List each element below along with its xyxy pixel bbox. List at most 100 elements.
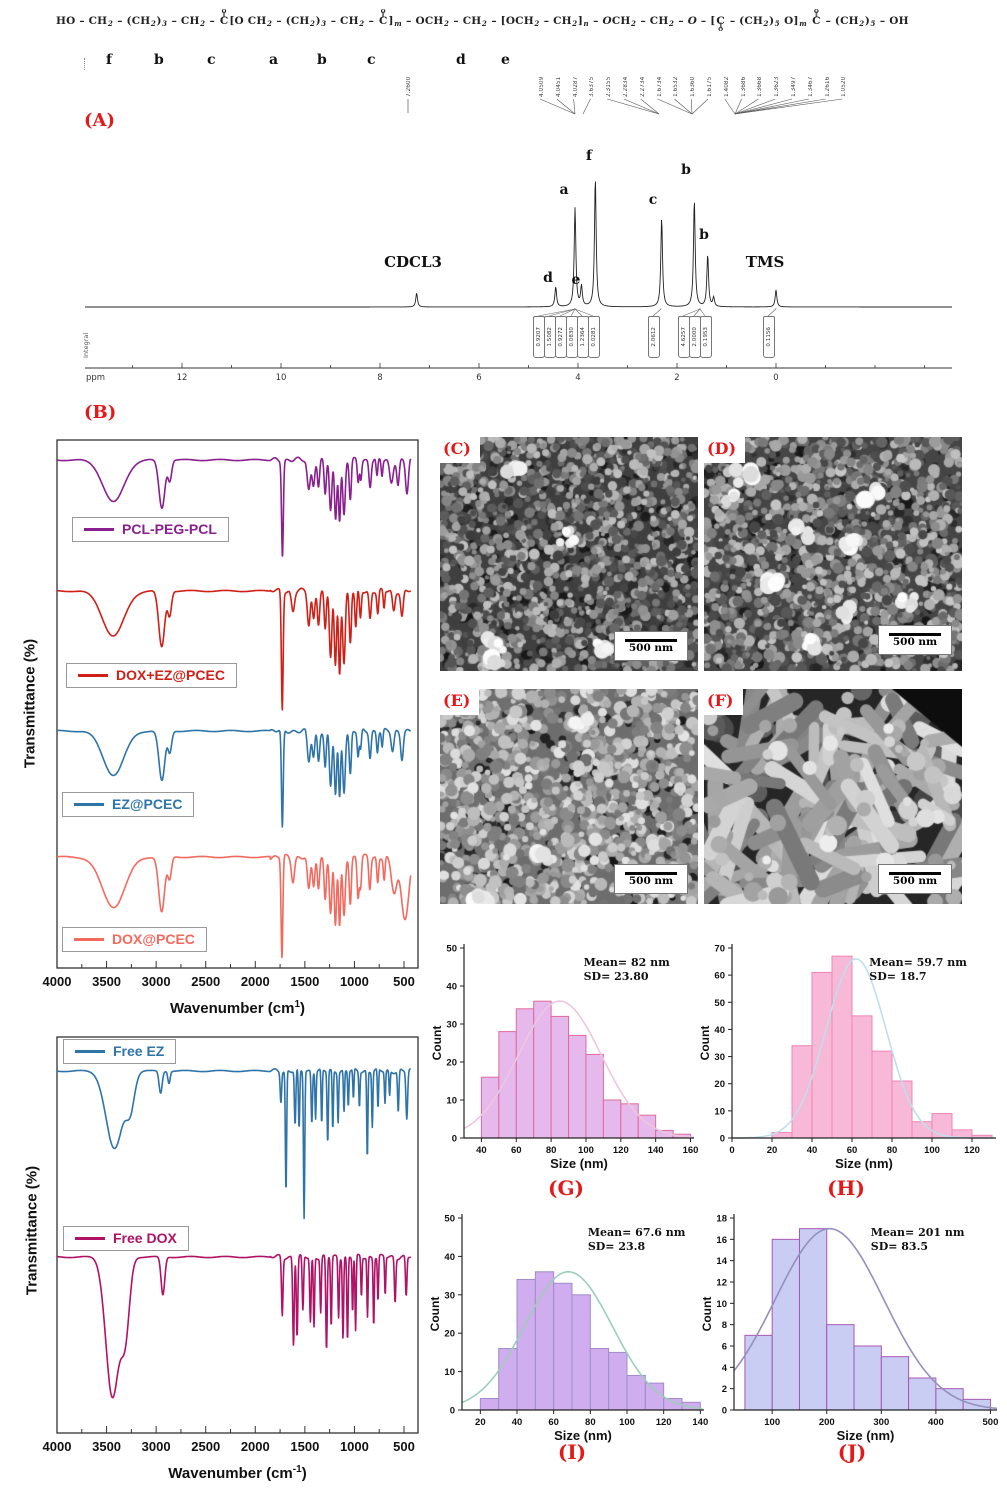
carbonyl-group: C ‖ O [716, 15, 725, 33]
panel-label-a: (A) [84, 110, 115, 131]
hist-bar [891, 1080, 913, 1139]
hist-bar [811, 971, 833, 1139]
nmr-trace [85, 181, 952, 308]
nmr-axis-tick-label: 0 [773, 373, 778, 383]
hist-ytick-label: 30 [714, 1052, 725, 1063]
hist-xtick-label: 100 [578, 1145, 594, 1156]
formula-subscript: 2 [534, 19, 540, 28]
sem-panel-c: (C) 500 nm [440, 437, 698, 671]
hist-bar [626, 1374, 646, 1411]
hist-sd-annotation: SD= 23.8 [588, 1240, 646, 1253]
formula-text: ) [156, 15, 162, 27]
hist-ytick-label: 8 [722, 1320, 727, 1331]
hist-ytick-label: 20 [446, 1058, 457, 1069]
nmr-integral-value: 0.1156 [763, 316, 775, 358]
formula-text: – (CH [113, 15, 151, 27]
hist-ytick-label: 40 [714, 1025, 725, 1036]
nmr-peak-label: a [559, 182, 569, 198]
hist-xtick-label: 160 [683, 1145, 699, 1156]
formula-text: O] [780, 15, 799, 27]
formula-text: – CH [636, 15, 669, 27]
hist-bar [589, 1348, 610, 1411]
ftir-trace-dox-pcec [56, 853, 412, 959]
chemical-formula: HO – CH2 – (CH2)3 – CH2 – C O ‖ [O CH2 – (C… [56, 3, 909, 33]
panel-label-d: (D) [707, 439, 737, 458]
hist-bar [571, 1294, 591, 1411]
hist-xlabel: Size (nm) [835, 1156, 893, 1171]
scale-bar-label: 500 nm [892, 874, 938, 887]
formula-text: CH [611, 15, 631, 27]
sem-scale-bar-d: 500 nm [878, 625, 952, 655]
nmr-axis-tick-label: 6 [476, 373, 481, 383]
hist-xtick-label: 40 [807, 1145, 818, 1156]
nmr-solvent-shift: 7.2600 [406, 76, 412, 97]
formula-text: – [674, 15, 688, 27]
formula-text: ) [315, 15, 321, 27]
ftir-tick-label: 2500 [191, 1439, 220, 1454]
hist-bar [851, 1015, 873, 1139]
formula-text: – (CH [821, 15, 859, 27]
hist-bar [608, 1351, 628, 1411]
hist-gauss-curve [732, 958, 995, 1139]
ftir-chart-bottom: 4000 3500 3000 2500 2000 1500 1000 500 Wavenumbe… [43, 1036, 419, 1482]
nmr-peak-shift: 2.2734 [639, 76, 646, 97]
panel-label-i: (I) [557, 1440, 587, 1464]
hist-ytick-label: 20 [444, 1329, 455, 1340]
hist-xlabel: Size (nm) [837, 1428, 895, 1443]
formula-subscript: 2 [481, 19, 487, 28]
sem-panel-f: (F) 500 nm [704, 689, 962, 904]
hist-ytick-label: 60 [714, 971, 725, 982]
formula-text: [O CH [229, 15, 267, 27]
hist-xtick-label: 100 [924, 1145, 940, 1156]
hist-xtick-label: 200 [819, 1417, 835, 1428]
nmr-peak-shift: 2.3155 [606, 76, 613, 97]
nmr-integral-axis-label: Integral [82, 332, 90, 358]
hist-xlabel: Size (nm) [554, 1428, 612, 1443]
hist-sd-annotation: SD= 18.7 [869, 970, 926, 983]
hist-bar [534, 1271, 555, 1411]
hist-bar [798, 1228, 828, 1411]
nmr-assignment-letter: c [367, 52, 376, 68]
sem-scale-bar-e: 500 nm [614, 864, 688, 894]
nmr-peak-shift: 1.3467 [807, 76, 814, 97]
ftir-tick-label: 2500 [191, 974, 220, 989]
nmr-integral-value: 2.0612 [648, 316, 660, 358]
ftir-xlabel: Wavenumber (cm-1) [168, 1464, 306, 1482]
nmr-peak-shift: 1.3686 [740, 76, 747, 97]
legend-label: PCL-PEG-PCL [122, 521, 217, 537]
nmr-peak-label: c [648, 192, 658, 208]
formula-text: O [687, 15, 698, 27]
histogram-g: 0 10 20 30 40 50 40 60 80 100 120 140 160 Size (nm) Co… [430, 944, 699, 1172]
hist-bar [568, 1034, 587, 1139]
ftir-xlabel: Wavenumber (cm1) [170, 999, 305, 1017]
formula-subscript: m [394, 19, 402, 28]
hist-bar [480, 1076, 500, 1139]
hist-ytick-label: 50 [714, 998, 725, 1009]
legend-line-swatch [78, 673, 108, 677]
nmr-peak-shift: 1.6175 [707, 76, 713, 97]
legend-label: EZ@PCEC [112, 796, 183, 812]
hist-xtick-label: 500 [983, 1417, 999, 1428]
hist-ytick-label: 70 [714, 944, 725, 955]
panel-label-f: (F) [707, 691, 734, 710]
hist-bar [553, 1282, 573, 1411]
hist-ytick-label: 12 [716, 1278, 727, 1289]
formula-text: – OH [876, 15, 909, 27]
ftir-tick-label: 3000 [142, 974, 171, 989]
legend-label: DOX+EZ@PCEC [116, 667, 225, 683]
hist-gauss-curve [461, 1271, 703, 1410]
ftir-top-ylabel: Transmittance (%) [21, 638, 39, 769]
hist-xlabel: Size (nm) [550, 1156, 608, 1171]
nmr-axis-tick-label: 4 [575, 373, 580, 383]
formula-subscript: 2 [310, 19, 316, 28]
formula-text: – CH [326, 15, 359, 27]
formula-text: ] [388, 15, 394, 27]
legend-label: Free EZ [113, 1043, 165, 1059]
formula-subscript: 2 [359, 19, 365, 28]
nmr-assignment-letter: d [456, 52, 466, 68]
nmr-peak-shift: 1.6532 [673, 76, 680, 97]
hist-xtick-label: 140 [692, 1417, 708, 1428]
hist-bar [515, 1008, 535, 1139]
axis-tick-decoration [84, 58, 85, 70]
formula-subscript: 2 [859, 19, 865, 28]
